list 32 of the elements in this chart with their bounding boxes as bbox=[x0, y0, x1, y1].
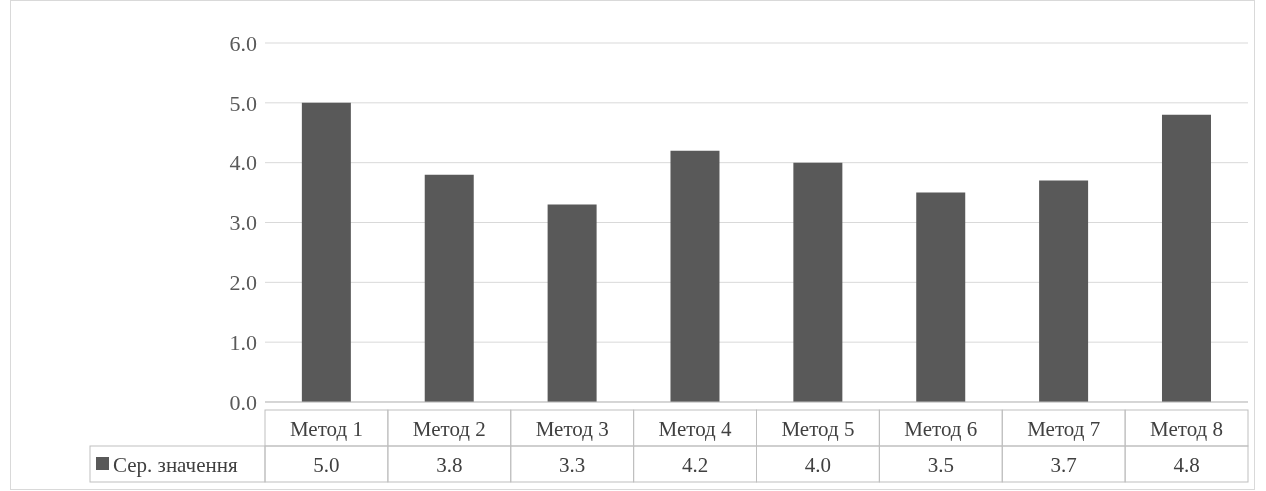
data-label: 4.0 bbox=[804, 453, 832, 477]
x-tick-label: Метод 2 bbox=[412, 417, 486, 441]
y-tick-label: 5.0 bbox=[229, 90, 257, 116]
bar bbox=[916, 192, 966, 402]
y-tick-label: 1.0 bbox=[229, 329, 257, 355]
y-tick-label: 6.0 bbox=[229, 30, 257, 56]
data-label: 4.8 bbox=[1173, 453, 1200, 477]
x-tick-label: Метод 8 bbox=[1150, 417, 1224, 441]
x-tick-label: Метод 6 bbox=[904, 417, 978, 441]
bar bbox=[1039, 180, 1089, 402]
data-label: 3.5 bbox=[927, 453, 954, 477]
x-tick-label: Метод 3 bbox=[535, 417, 609, 441]
data-label: 3.3 bbox=[559, 453, 586, 477]
legend-label: Сер. значення bbox=[113, 453, 238, 477]
y-tick-label: 0.0 bbox=[229, 389, 257, 415]
data-label: 4.2 bbox=[681, 453, 709, 477]
x-tick-label: Метод 7 bbox=[1027, 417, 1101, 441]
y-tick-label: 2.0 bbox=[229, 270, 257, 296]
bar bbox=[793, 162, 843, 402]
x-tick-label: Метод 5 bbox=[781, 417, 855, 441]
data-label: 3.8 bbox=[436, 453, 463, 477]
y-tick-label: 3.0 bbox=[229, 210, 257, 236]
data-label: 5.0 bbox=[313, 453, 340, 477]
bar bbox=[670, 150, 720, 402]
y-tick-label: 4.0 bbox=[229, 150, 257, 176]
bar bbox=[424, 174, 474, 402]
bar bbox=[1161, 114, 1211, 402]
bar bbox=[547, 204, 597, 402]
data-label: 3.7 bbox=[1050, 453, 1077, 477]
x-tick-label: Метод 1 bbox=[289, 417, 363, 441]
x-tick-label: Метод 4 bbox=[658, 417, 733, 441]
bar bbox=[301, 102, 351, 402]
